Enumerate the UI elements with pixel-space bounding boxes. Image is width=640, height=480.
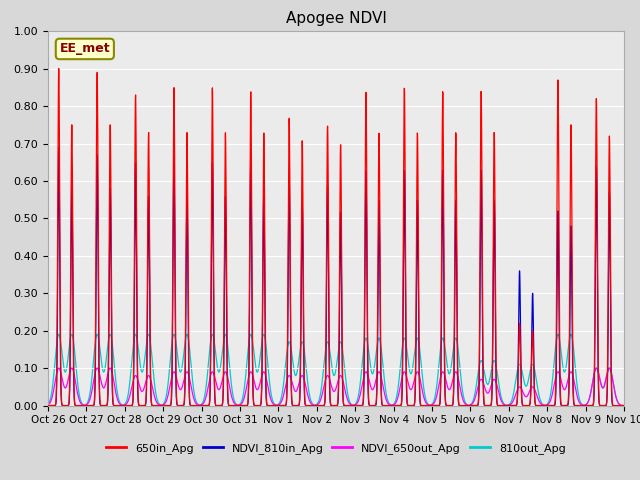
Title: Apogee NDVI: Apogee NDVI	[285, 11, 387, 26]
Legend: 650in_Apg, NDVI_810in_Apg, NDVI_650out_Apg, 810out_Apg: 650in_Apg, NDVI_810in_Apg, NDVI_650out_A…	[102, 438, 570, 458]
Text: EE_met: EE_met	[60, 42, 110, 55]
